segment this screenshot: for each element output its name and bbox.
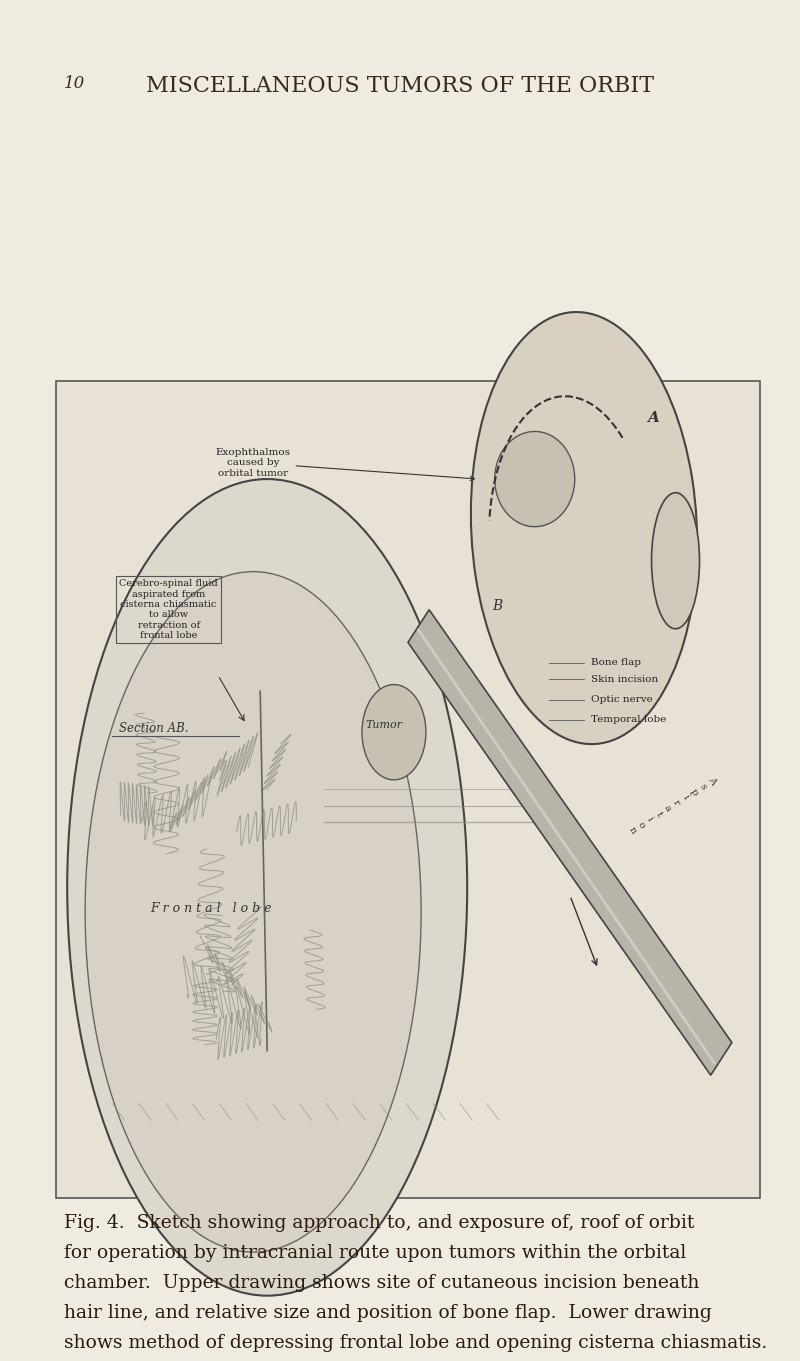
Text: Cerebro-spinal fluid
aspirated from
cisterna chiasmatic
to allow
retraction of
f: Cerebro-spinal fluid aspirated from cist… [119, 580, 218, 640]
Text: 10: 10 [64, 75, 86, 91]
Text: Bone flap: Bone flap [591, 659, 641, 667]
Text: MISCELLANEOUS TUMORS OF THE ORBIT: MISCELLANEOUS TUMORS OF THE ORBIT [146, 75, 654, 97]
Text: Section AB.: Section AB. [119, 723, 189, 735]
Text: Exophthalmos
caused by
orbital tumor: Exophthalmos caused by orbital tumor [216, 448, 474, 480]
Text: A
s
p
i
r
a
t
i
o
n: A s p i r a t i o n [626, 776, 718, 836]
Text: shows method of depressing frontal lobe and opening cisterna chiasmatis.: shows method of depressing frontal lobe … [64, 1334, 767, 1351]
Text: A: A [647, 411, 659, 425]
Ellipse shape [494, 431, 574, 527]
Text: Tumor: Tumor [366, 720, 403, 729]
Text: for operation by intracranial route upon tumors within the orbital: for operation by intracranial route upon… [64, 1244, 686, 1262]
Text: chamber.  Upper drawing shows site of cutaneous incision beneath: chamber. Upper drawing shows site of cut… [64, 1274, 699, 1292]
Ellipse shape [362, 685, 426, 780]
Text: Optic nerve: Optic nerve [591, 695, 653, 704]
FancyBboxPatch shape [56, 381, 760, 1198]
Text: F r o n t a l   l o b e: F r o n t a l l o b e [150, 902, 272, 915]
Ellipse shape [85, 572, 421, 1252]
Ellipse shape [651, 493, 699, 629]
Ellipse shape [471, 312, 697, 744]
Polygon shape [408, 610, 732, 1075]
Text: B: B [493, 599, 502, 612]
Text: Temporal lobe: Temporal lobe [591, 716, 666, 724]
Text: Skin incision: Skin incision [591, 675, 658, 683]
Ellipse shape [67, 479, 467, 1296]
Text: hair line, and relative size and position of bone flap.  Lower drawing: hair line, and relative size and positio… [64, 1304, 712, 1322]
Text: Fig. 4.  Sketch showing approach to, and exposure of, roof of orbit: Fig. 4. Sketch showing approach to, and … [64, 1214, 694, 1232]
